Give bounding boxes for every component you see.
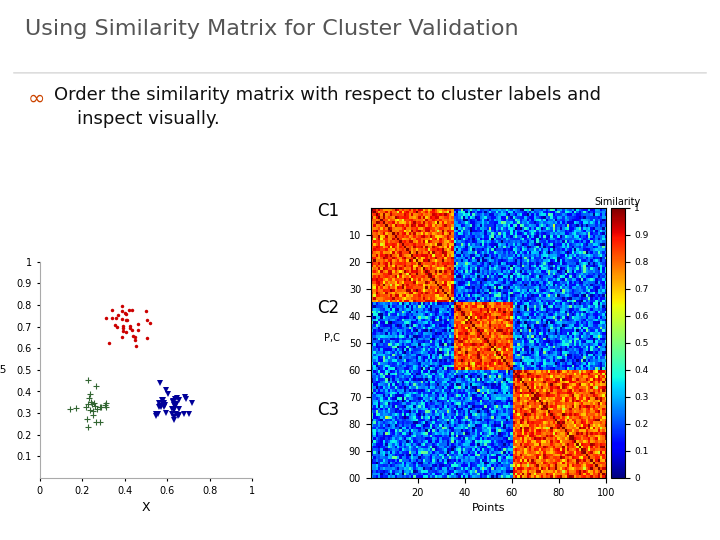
- Y-axis label: P,C: P,C: [324, 333, 340, 343]
- Text: ∞: ∞: [27, 89, 45, 109]
- Title: Similarity: Similarity: [595, 197, 641, 207]
- Text: C3: C3: [317, 401, 339, 420]
- Text: C2: C2: [317, 299, 339, 317]
- X-axis label: X: X: [142, 501, 150, 514]
- Y-axis label: >x0.5: >x0.5: [0, 365, 7, 375]
- Text: Order the similarity matrix with respect to cluster labels and
    inspect visua: Order the similarity matrix with respect…: [54, 86, 601, 128]
- Text: Using Similarity Matrix for Cluster Validation: Using Similarity Matrix for Cluster Vali…: [25, 19, 519, 39]
- X-axis label: Points: Points: [472, 503, 505, 513]
- Text: C1: C1: [317, 201, 339, 220]
